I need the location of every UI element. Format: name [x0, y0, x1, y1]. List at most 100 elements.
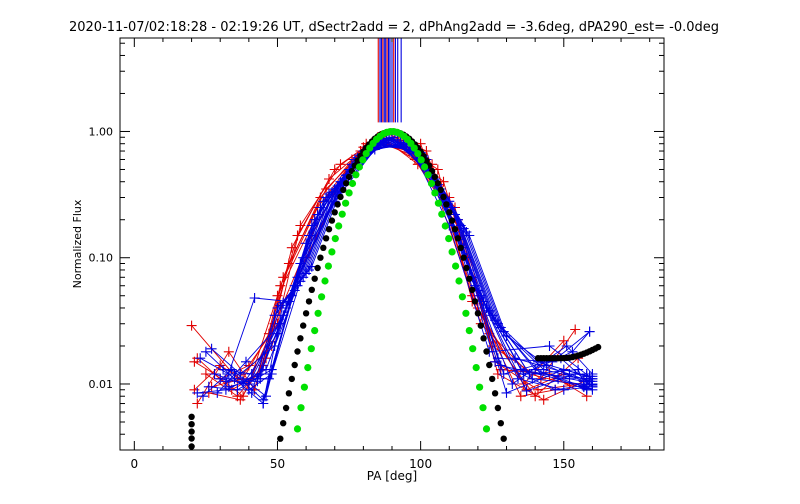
model-point-green	[331, 235, 339, 243]
data-point-red-6	[570, 324, 581, 335]
data-point-red-5	[278, 272, 289, 283]
data-point-red-4	[192, 398, 203, 409]
model-point-green	[431, 189, 439, 197]
y-tick-label: 0.01	[89, 378, 114, 391]
model-point-black	[471, 298, 479, 305]
data-point-red-9	[335, 159, 346, 170]
model-point-black	[322, 235, 330, 242]
data-point-blue-3	[198, 391, 208, 402]
data-point-blue-5	[232, 384, 243, 395]
data-point-blue-2	[195, 353, 206, 364]
data-point-blue-11	[249, 293, 260, 303]
model-point-black	[446, 209, 453, 216]
data-point-red-7	[533, 384, 543, 395]
model-point-black	[474, 310, 482, 317]
x-axis-label: PA [deg]	[367, 469, 417, 483]
model-point-black	[302, 310, 310, 317]
data-point-blue-8	[212, 387, 223, 398]
model-point-black	[437, 186, 444, 194]
data-point-blue-7	[561, 341, 572, 351]
model-point-black	[354, 157, 361, 164]
data-point-blue-1	[192, 387, 203, 398]
model-point-black	[469, 286, 476, 293]
model-point-black	[294, 348, 301, 355]
chart-title: 2020-11-07/02:18:28 - 02:19:26 UT, dSect…	[69, 20, 719, 35]
model-point-green	[465, 327, 473, 335]
model-point-green	[472, 364, 480, 372]
model-point-black	[486, 361, 493, 369]
data-point-blue-17	[578, 381, 589, 392]
data-point-blue-13	[573, 364, 584, 375]
series-line-blue-2	[199, 144, 593, 405]
model-point-green	[307, 345, 315, 353]
data-point-blue-19	[278, 297, 289, 308]
data-point-blue-6	[206, 343, 217, 354]
model-point-black	[317, 254, 324, 261]
model-point-green	[345, 189, 353, 197]
model-point-green	[441, 222, 449, 230]
data-point-blue-19	[464, 230, 475, 241]
y-axis-label: Normalized Flux	[71, 199, 84, 288]
data-point-blue-8	[241, 356, 251, 367]
model-point-black	[291, 361, 298, 369]
model-point-green	[297, 404, 305, 412]
data-point-blue-9	[558, 384, 569, 395]
model-point-black	[477, 322, 484, 329]
data-point-blue-9	[215, 373, 226, 384]
model-point-green	[414, 150, 422, 158]
data-point-red-1	[186, 320, 197, 331]
model-point-black	[431, 173, 439, 181]
model-point-black	[494, 404, 502, 412]
x-tick-label: 50	[270, 457, 285, 471]
axis-layer: 0 50 100 150 0.01 0.10 1.00	[89, 38, 664, 471]
model-point-green	[362, 150, 370, 158]
model-point-green	[448, 248, 456, 256]
model-point-black	[434, 180, 441, 187]
model-point-black	[188, 435, 195, 442]
series-line-blue-6	[211, 137, 590, 394]
model-point-black	[443, 201, 450, 208]
model-point-green	[434, 199, 442, 207]
data-point-blue-18	[255, 373, 266, 384]
y-tick-label: 0.10	[89, 252, 114, 265]
model-point-green	[318, 293, 326, 301]
model-point-black	[300, 322, 307, 329]
data-point-blue-11	[283, 296, 294, 307]
data-point-blue-1	[544, 341, 555, 351]
model-point-black	[288, 375, 295, 383]
model-point-black	[188, 428, 195, 435]
data-point-blue-15	[266, 369, 277, 379]
model-point-black	[460, 254, 467, 261]
data-point-blue-4	[200, 346, 211, 357]
model-point-black	[489, 375, 496, 383]
data-point-red-1	[515, 391, 526, 402]
data-point-red-9	[295, 220, 306, 231]
x-tick-label: 0	[130, 457, 138, 471]
model-point-black	[308, 286, 315, 293]
data-point-red-4	[223, 346, 234, 357]
model-point-black	[325, 226, 333, 233]
model-point-green	[424, 171, 432, 179]
model-point-black	[345, 173, 353, 181]
series-layer	[186, 128, 602, 450]
data-point-blue-14	[527, 373, 538, 384]
model-point-black	[311, 275, 318, 282]
model-point-green	[462, 309, 470, 317]
model-point-green	[452, 262, 460, 270]
data-point-red-6	[200, 369, 211, 379]
model-point-green	[359, 156, 367, 164]
data-point-blue-12	[521, 386, 532, 396]
data-point-blue-19	[587, 380, 598, 391]
data-point-blue-16	[246, 387, 257, 398]
model-point-black	[500, 435, 507, 442]
model-point-green	[335, 222, 343, 230]
model-point-black	[280, 420, 287, 427]
series-line-red-3	[194, 136, 570, 391]
model-point-black	[343, 180, 350, 187]
model-point-black	[480, 335, 487, 342]
model-point-black	[320, 244, 327, 251]
data-point-blue-12	[223, 381, 234, 392]
model-point-green	[421, 163, 429, 171]
data-point-red-7	[235, 394, 246, 405]
model-point-green	[417, 156, 425, 164]
